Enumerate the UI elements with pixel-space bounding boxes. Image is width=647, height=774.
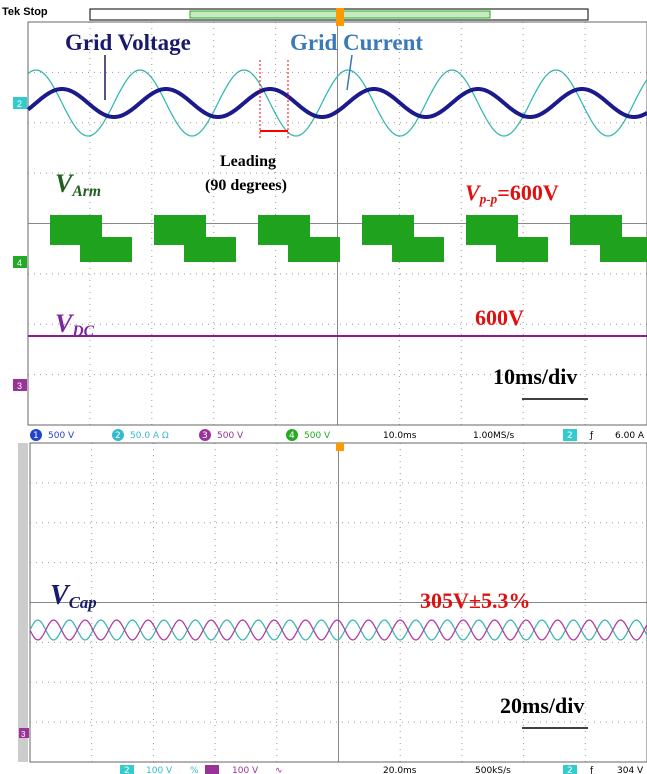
label: 500 V: [48, 431, 75, 441]
label: 600V: [475, 305, 524, 330]
label: 500 V: [304, 431, 331, 441]
label: 20ms/div: [500, 693, 584, 718]
arm-block: [600, 237, 647, 262]
screenshot: Tek Stop Grid Voltage Grid Current Leading (…: [0, 0, 647, 774]
side-strip: [18, 443, 28, 762]
label: 100 V: [146, 766, 173, 774]
label: 3: [202, 431, 208, 441]
label: Grid Voltage: [65, 30, 191, 55]
label: 10.0ms: [383, 431, 417, 441]
label: 1.00MS/s: [473, 431, 515, 441]
label-sub: Arm: [71, 183, 101, 200]
label: 2: [124, 766, 130, 774]
label: 10ms/div: [493, 364, 577, 389]
label-rest: =600V: [497, 180, 559, 205]
label: (90 degrees): [205, 177, 287, 194]
label: Tek Stop: [2, 6, 48, 18]
label: 3: [21, 730, 26, 739]
label: 500kS/s: [475, 766, 511, 774]
label: ∿: [275, 766, 283, 774]
label: 1: [33, 431, 39, 441]
label: 2: [567, 431, 573, 441]
label: 2: [17, 99, 22, 109]
label: 500 V: [217, 431, 244, 441]
label-sub: p-p: [479, 191, 498, 206]
label: 6.00 A: [615, 431, 645, 441]
label: 305V±5.3%: [420, 588, 530, 613]
label: 304 V: [617, 766, 644, 774]
label-sub: DC: [71, 323, 94, 340]
label: Leading: [220, 153, 276, 170]
label: 4: [289, 431, 295, 441]
trigger-marker: [336, 8, 344, 26]
label: 4: [17, 258, 22, 268]
label: Grid Current: [290, 30, 423, 55]
arm-block: [288, 237, 340, 262]
arm-block: [392, 237, 444, 262]
label: 3: [17, 381, 22, 391]
trigger-marker: [336, 443, 344, 451]
label: 50.0 A Ω: [130, 431, 169, 441]
label: 100 V: [232, 766, 259, 774]
label: %: [190, 766, 199, 774]
label: 20.0ms: [383, 766, 417, 774]
label: 2: [115, 431, 121, 441]
channel-badge: [205, 765, 219, 774]
arm-block: [184, 237, 236, 262]
label: Vp-p=600V: [465, 180, 559, 206]
label-sub: Cap: [69, 593, 97, 612]
arm-block: [496, 237, 548, 262]
label: 2: [567, 766, 573, 774]
arm-block: [80, 237, 132, 262]
